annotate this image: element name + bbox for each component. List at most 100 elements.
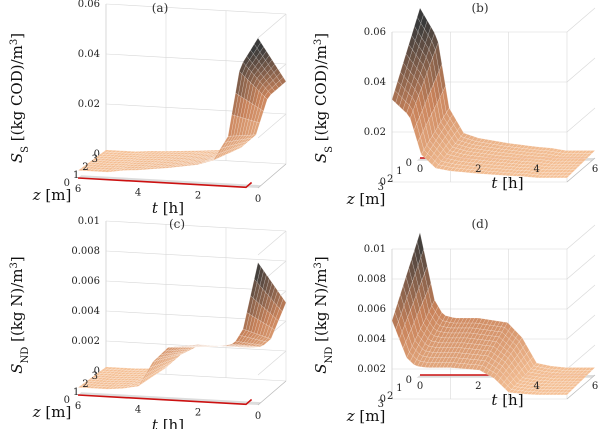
t-axis-label: t [h] <box>152 416 184 429</box>
t-tick-label: 4 <box>533 164 539 175</box>
grid-line <box>566 254 596 280</box>
t-tick-label: 0 <box>417 164 423 175</box>
value-axis-superscript: 3 <box>313 262 324 268</box>
panel-title: (d) <box>471 217 488 231</box>
t-tick-label: 4 <box>533 381 539 392</box>
value-axis-unit: [(kg COD)/m <box>312 45 330 146</box>
z-depth-tick-label: 2 <box>387 391 393 402</box>
z-axis-var: z <box>32 403 41 421</box>
z-tick-label: 0.004 <box>357 334 386 345</box>
z-axis-unit: [m] <box>355 190 386 208</box>
panel-title: (c) <box>169 217 185 231</box>
t-axis-unit: [h] <box>158 416 184 429</box>
t-tick-label: 2 <box>475 381 481 392</box>
value-axis-close: ] <box>312 33 330 39</box>
t-axis-label: t [h] <box>491 391 523 409</box>
value-axis-subscript: S <box>324 146 335 153</box>
z-depth-tick-label: 1 <box>396 166 402 177</box>
t-axis-label: t [h] <box>152 199 184 217</box>
z-depth-tick-label: 2 <box>387 174 393 185</box>
t-axis-label: t [h] <box>491 174 523 192</box>
value-axis-subscript: ND <box>20 347 31 364</box>
t-tick-label: 6 <box>592 381 598 392</box>
box-edge <box>257 163 287 189</box>
value-axis-label: SND [(kg N)/m3] <box>312 256 335 373</box>
t-tick-label: 4 <box>135 404 141 415</box>
z-tick-label: 0.01 <box>364 244 386 255</box>
z-axis-unit: [m] <box>41 403 72 421</box>
z-tick-label: 0.002 <box>357 364 386 375</box>
t-axis-unit: [h] <box>497 174 523 192</box>
z-tick-label: 0 <box>380 177 386 188</box>
t-axis-var: t <box>491 391 498 409</box>
value-axis-unit: [(kg COD)/m <box>8 45 26 146</box>
z-depth-tick-label: 3 <box>92 154 98 165</box>
value-axis-superscript: 3 <box>9 39 20 45</box>
surface-patch <box>588 367 596 371</box>
z-axis-label: z [m] <box>346 190 386 208</box>
surface-patch <box>77 168 85 171</box>
z-depth-tick-label: 3 <box>378 182 384 193</box>
value-axis-superscript: 3 <box>9 262 20 268</box>
t-axis-var: t <box>152 199 159 217</box>
t-tick-label: 0 <box>417 381 423 392</box>
grid-line <box>566 224 596 250</box>
grid-line <box>566 107 596 133</box>
value-axis-close: ] <box>8 256 26 262</box>
surface-patch <box>588 150 596 154</box>
grid-line <box>257 113 287 139</box>
z-tick-label: 0.01 <box>78 216 100 227</box>
z-depth-tick-label: 1 <box>396 383 402 394</box>
t-tick-label: 0 <box>255 194 261 205</box>
value-axis-unit: [(kg N)/m <box>8 268 26 346</box>
box-edge <box>566 374 596 400</box>
panel-title: (a) <box>152 1 169 15</box>
value-axis-symbol: S <box>312 363 330 373</box>
z-depth-tick-label: 0 <box>406 375 412 386</box>
value-axis-subscript: S <box>20 146 31 153</box>
z-tick-label: 0.02 <box>78 99 100 110</box>
box-edge <box>566 157 596 183</box>
grid-line <box>257 230 287 256</box>
t-tick-label: 6 <box>75 401 81 412</box>
value-axis-label: SS [(kg COD)/m3] <box>8 33 31 163</box>
grid-line <box>257 350 287 376</box>
z-depth-tick-label: 3 <box>378 399 384 410</box>
z-tick-label: 0.004 <box>71 306 100 317</box>
t-axis-var: t <box>491 174 498 192</box>
z-axis-var: z <box>346 190 355 208</box>
z-tick-label: 0.04 <box>78 49 100 60</box>
grid-line <box>566 284 596 310</box>
t-tick-label: 2 <box>195 191 201 202</box>
z-depth-tick-label: 0 <box>406 158 412 169</box>
z-tick-label: 0.06 <box>364 27 386 38</box>
t-tick-label: 6 <box>592 164 598 175</box>
floor-shadow <box>78 392 262 405</box>
z-tick-label: 0.006 <box>71 276 100 287</box>
value-axis-superscript: 3 <box>313 39 324 45</box>
z-axis-label: z [m] <box>32 403 72 421</box>
z-axis-var: z <box>346 407 355 425</box>
z-tick-label: 0 <box>94 149 100 160</box>
box-edge <box>257 380 287 406</box>
grid-line <box>566 57 596 83</box>
grid-line <box>257 13 287 39</box>
grid-line <box>105 250 287 262</box>
panel-c: 00.0020.0040.0060.0080.0102460123(c)SND … <box>8 216 287 429</box>
t-tick-label: 2 <box>475 164 481 175</box>
z-depth-tick-label: 1 <box>73 387 79 398</box>
grid-line <box>105 220 287 232</box>
red-edge <box>77 177 253 189</box>
red-edge <box>77 394 253 406</box>
z-depth-tick-label: 2 <box>82 162 88 173</box>
t-tick-label: 0 <box>255 411 261 422</box>
t-tick-label: 4 <box>135 187 141 198</box>
z-depth-tick-label: 1 <box>73 170 79 181</box>
panel-title: (b) <box>471 1 488 15</box>
z-depth-tick-label: 2 <box>82 379 88 390</box>
value-axis-close: ] <box>312 256 330 262</box>
